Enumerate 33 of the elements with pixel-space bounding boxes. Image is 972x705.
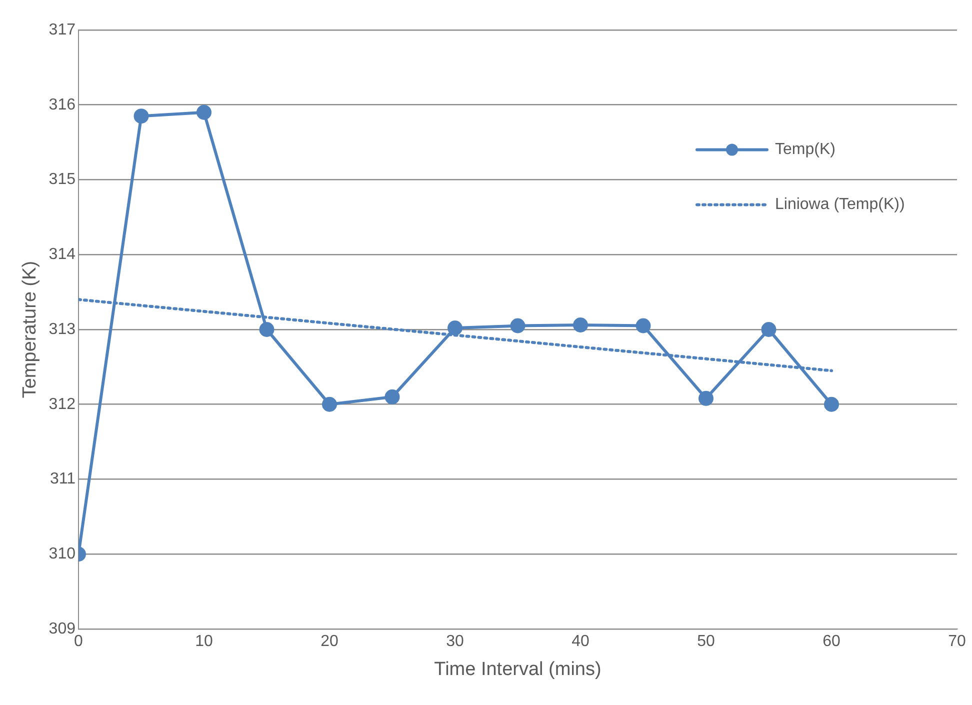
y-tick-label: 316 <box>48 96 76 114</box>
x-tick-label: 60 <box>822 633 840 650</box>
y-tick-label: 312 <box>48 396 76 413</box>
y-tick-label: 317 <box>48 21 76 38</box>
point <box>384 389 400 404</box>
point <box>824 396 839 412</box>
x-tick-label: 0 <box>74 633 84 650</box>
y-tick-label: 309 <box>48 620 76 638</box>
y-axis-title: Temperature (K) <box>20 260 41 398</box>
y-tick-label: 311 <box>50 470 76 488</box>
point <box>448 320 462 336</box>
legend-label: Liniowa (Temp(K)) <box>775 196 905 214</box>
y-tick-label: 310 <box>48 546 76 563</box>
y-tick-label: 313 <box>48 320 76 338</box>
x-tick-label: 50 <box>697 633 715 650</box>
point <box>761 322 776 337</box>
x-tick-label: 10 <box>195 633 213 650</box>
legend-label: Temp(K) <box>775 141 836 158</box>
point <box>698 390 714 406</box>
point <box>322 396 337 412</box>
point <box>510 318 526 334</box>
y-tick-label: 314 <box>48 246 76 264</box>
x-tick-label: 40 <box>572 633 590 650</box>
x-tick-label: 20 <box>320 633 338 650</box>
point <box>573 318 588 333</box>
x-axis-title: Time Interval (mins) <box>434 658 602 680</box>
x-tick-label: 30 <box>446 633 464 650</box>
point <box>636 318 651 334</box>
x-tick-label: 70 <box>948 633 966 650</box>
point <box>134 108 149 124</box>
point <box>196 104 212 120</box>
point <box>259 322 274 337</box>
y-tick-label: 315 <box>48 171 76 188</box>
